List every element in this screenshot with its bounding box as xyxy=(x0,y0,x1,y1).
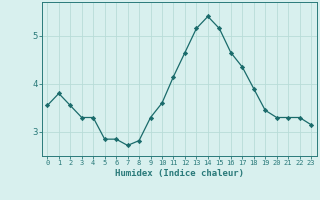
X-axis label: Humidex (Indice chaleur): Humidex (Indice chaleur) xyxy=(115,169,244,178)
